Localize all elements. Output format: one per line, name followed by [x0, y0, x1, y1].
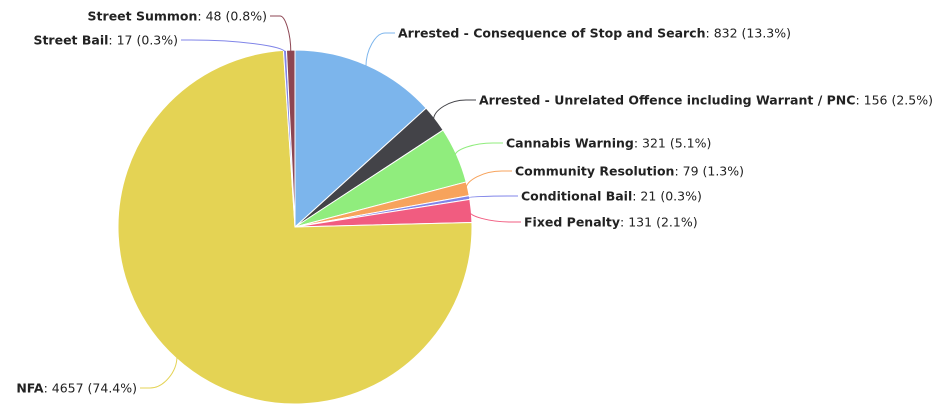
data-label-fixed-penalty: Fixed Penalty: 131 (2.1%) [524, 215, 698, 230]
pie-slice-nfa[interactable] [117, 49, 473, 405]
data-label-community-resolution: Community Resolution: 79 (1.3%) [515, 164, 744, 179]
pie-slice-arrested-consequence-of-stop-and-search[interactable] [294, 49, 427, 229]
data-label-arrested-consequence-of-stop-and-search: Arrested - Consequence of Stop and Searc… [398, 26, 791, 41]
data-label-arrested-unrelated-offence-including-warrant-pnc: Arrested - Unrelated Offence including W… [479, 93, 933, 108]
connector-conditional-bail [467, 195, 518, 199]
data-label-street-summon: Street Summon: 48 (0.8%) [88, 9, 267, 24]
connector-street-summon [270, 15, 292, 53]
connector-community-resolution [465, 170, 512, 190]
label-connectors [140, 15, 521, 389]
connector-street-bail [181, 39, 286, 53]
data-label-nfa: NFA: 4657 (74.4%) [16, 381, 137, 396]
connector-arrested-unrelated-offence-including-warrant-pnc [433, 99, 476, 121]
pie-slices [117, 49, 473, 405]
connector-cannabis-warning [454, 142, 503, 157]
connector-fixed-penalty [468, 210, 521, 223]
data-label-conditional-bail: Conditional Bail: 21 (0.3%) [521, 189, 702, 204]
data-label-street-bail: Street Bail: 17 (0.3%) [33, 33, 178, 48]
data-label-cannabis-warning: Cannabis Warning: 321 (5.1%) [506, 136, 711, 151]
connector-arrested-consequence-of-stop-and-search [365, 32, 395, 68]
connector-nfa [140, 356, 178, 389]
data-labels: Arrested - Consequence of Stop and Searc… [16, 9, 933, 396]
